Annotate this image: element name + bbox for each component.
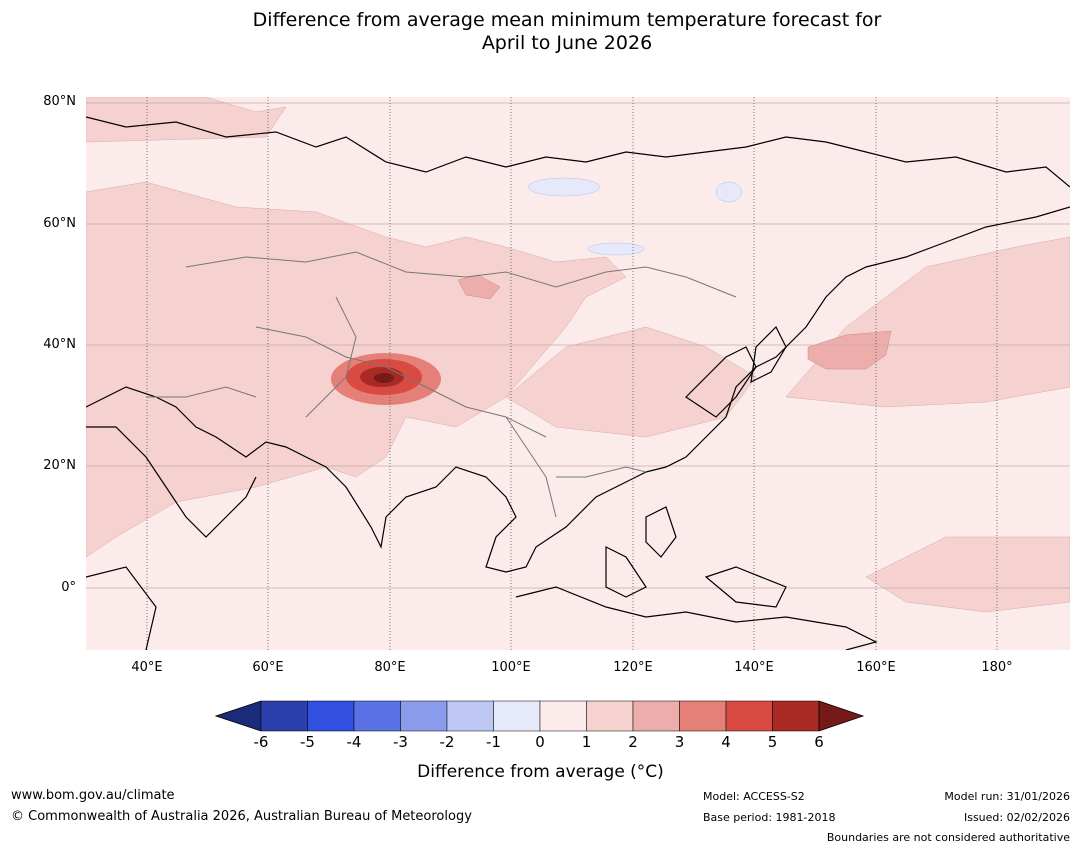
latitude-gridlines (86, 102, 1070, 589)
footer-disclaimer: Boundaries are not considered authoritat… (826, 831, 1070, 844)
colorbar-tick-label: -6 (253, 733, 269, 751)
lon-label-100e: 100°E (491, 660, 531, 675)
colorbar-tick-label: -2 (439, 733, 455, 751)
footer-issued: Issued: 02/02/2026 (963, 811, 1070, 824)
lat-label-20n: 20°N (43, 458, 76, 473)
anomaly-hotspot-6 (374, 373, 394, 383)
cool-anomaly-yakutia (715, 181, 743, 203)
lon-label-40e: 40°E (131, 660, 163, 675)
cool-anomaly-south-siberia (587, 242, 645, 256)
colorbar-tick-label: 0 (535, 733, 545, 751)
forecast-map (86, 97, 1070, 650)
colorbar-swatch (400, 700, 448, 732)
footer-model-run: Model run: 31/01/2026 (944, 790, 1070, 803)
colorbar-swatch (307, 700, 355, 732)
anomaly-region-pacific-south (865, 536, 1070, 613)
lat-label-60n: 60°N (43, 216, 76, 231)
colorbar-tick-label: 4 (721, 733, 731, 751)
lat-label-0: 0° (61, 580, 76, 595)
footer-copyright: © Commonwealth of Australia 2026, Austra… (11, 809, 472, 824)
colorbar-tick-label: 6 (814, 733, 824, 751)
colorbar-extend-high (818, 700, 865, 732)
colorbar-swatch (446, 700, 494, 732)
footer-url[interactable]: www.bom.gov.au/climate (11, 788, 175, 803)
lon-label-140e: 140°E (734, 660, 774, 675)
lon-label-120e: 120°E (613, 660, 653, 675)
map-canvas (86, 97, 1070, 650)
colorbar-swatch (353, 700, 401, 732)
colorbar-swatch (539, 700, 587, 732)
title-line-1: Difference from average mean minimum tem… (252, 9, 882, 31)
lon-label-60e: 60°E (252, 660, 284, 675)
colorbar-tick-label: -5 (300, 733, 315, 751)
map-title: Difference from average mean minimum tem… (0, 9, 1081, 55)
colorbar-tick-label: -3 (393, 733, 408, 751)
colorbar-swatch (586, 700, 634, 732)
colorbar-tick-label: 2 (628, 733, 638, 751)
colorbar-swatch (260, 700, 308, 732)
lat-label-80n: 80°N (43, 94, 76, 109)
colorbar-tick-label: -4 (346, 733, 362, 751)
colorbar-tick-label: -1 (486, 733, 501, 751)
colorbar-tick-label: 1 (581, 733, 592, 751)
country-boundaries (146, 251, 737, 518)
lat-label-40n: 40°N (43, 337, 76, 352)
footer-base-period: Base period: 1981-2018 (703, 811, 836, 824)
coastlines (86, 116, 1070, 650)
colorbar-label: Difference from average (°C) (417, 762, 664, 782)
colorbar-swatches (214, 700, 865, 732)
colorbar-extend-low (214, 700, 262, 732)
longitude-gridlines (146, 97, 998, 650)
colorbar-swatch (679, 700, 727, 732)
anomaly-region-north (86, 97, 287, 143)
colorbar-swatch (772, 700, 820, 732)
colorbar-tick-label: 5 (767, 733, 778, 751)
colorbar-swatch (632, 700, 680, 732)
cool-anomaly-siberia (527, 177, 601, 197)
anomaly-region-pacific-north (785, 236, 1070, 408)
colorbar-swatch (725, 700, 773, 732)
footer-model: Model: ACCESS-S2 (703, 790, 805, 803)
lon-label-80e: 80°E (374, 660, 406, 675)
lon-label-160e: 160°E (856, 660, 896, 675)
anomaly-region-china (505, 326, 757, 438)
lon-label-180: 180° (981, 660, 1013, 675)
colorbar (214, 700, 867, 736)
colorbar-tick-label: 3 (674, 733, 685, 751)
colorbar-swatch (493, 700, 541, 732)
title-line-2: April to June 2026 (481, 32, 653, 54)
